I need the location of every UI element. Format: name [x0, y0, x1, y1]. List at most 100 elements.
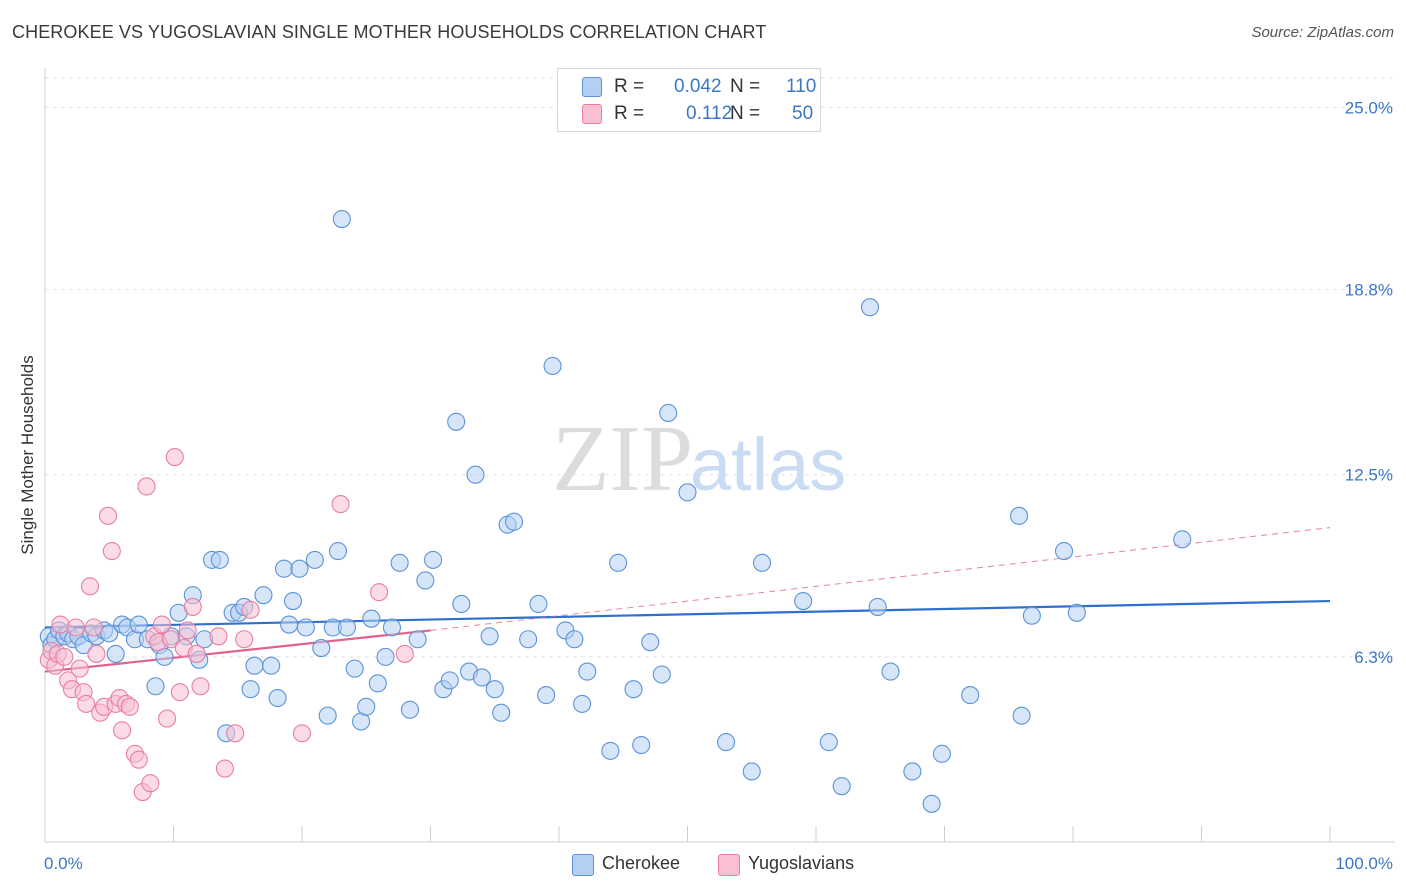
- chart-title: CHEROKEE VS YUGOSLAVIAN SINGLE MOTHER HO…: [12, 22, 767, 42]
- point-yugoslavians: [370, 583, 389, 602]
- watermark: ZIP atlas: [552, 407, 846, 511]
- point-cherokee: [447, 412, 466, 431]
- point-cherokee: [400, 700, 419, 719]
- point-cherokee: [452, 594, 471, 614]
- point-cherokee: [819, 733, 838, 752]
- x-tick-label: 0.0%: [44, 854, 83, 873]
- point-cherokee: [305, 550, 324, 569]
- axes: [44, 68, 1395, 843]
- point-yugoslavians: [170, 683, 189, 702]
- point-yugoslavians: [209, 627, 228, 646]
- point-cherokee: [416, 571, 435, 590]
- point-cherokee: [106, 644, 125, 663]
- point-cherokee: [609, 553, 628, 572]
- point-cherokee: [290, 559, 309, 578]
- point-cherokee: [678, 483, 697, 502]
- point-cherokee: [860, 298, 880, 317]
- point-yugoslavians: [226, 724, 245, 743]
- point-cherokee: [472, 668, 491, 687]
- legend-swatch-cherokee: [582, 77, 602, 97]
- point-cherokee: [332, 209, 351, 229]
- point-cherokee: [480, 627, 499, 646]
- point-cherokee: [280, 615, 299, 634]
- point-cherokee: [283, 591, 303, 611]
- legend-n-label: N =: [730, 103, 761, 124]
- point-cherokee: [573, 694, 592, 713]
- point-cherokee: [716, 733, 736, 752]
- legend-n-value: 50: [792, 103, 814, 124]
- trendlines: [44, 527, 1331, 673]
- point-cherokee: [652, 665, 671, 684]
- point-cherokee: [492, 703, 511, 722]
- point-cherokee: [519, 630, 538, 649]
- point-yugoslavians: [191, 677, 210, 696]
- y-tick-label: 12.5%: [1345, 466, 1393, 485]
- y-tick-label: 18.8%: [1345, 281, 1393, 300]
- point-yugoslavians: [102, 542, 121, 561]
- legend-n-label: N =: [730, 76, 761, 97]
- point-yugoslavians: [292, 724, 312, 743]
- point-cherokee: [241, 680, 260, 699]
- point-cherokee: [1022, 606, 1041, 625]
- y-tick-label: 6.3%: [1354, 648, 1393, 667]
- point-cherokee: [376, 647, 395, 666]
- point-cherokee: [529, 594, 548, 614]
- point-yugoslavians: [120, 697, 139, 716]
- point-cherokee: [543, 356, 562, 376]
- point-cherokee: [245, 656, 264, 675]
- point-cherokee: [742, 762, 761, 781]
- point-yugoslavians: [141, 774, 160, 793]
- point-yugoslavians: [395, 644, 414, 663]
- watermark-atlas: atlas: [690, 423, 846, 506]
- legend-stats: R = 0.042 N = 110 R = 0.112 N = 50: [557, 68, 821, 132]
- legend-r-value: 0.042: [674, 76, 722, 97]
- point-yugoslavians: [66, 618, 85, 637]
- point-cherokee: [961, 686, 980, 705]
- tick-labels: 6.3% 12.5% 18.8% 25.0% 0.0% 100.0%: [44, 98, 1393, 873]
- point-cherokee: [1067, 603, 1086, 622]
- point-cherokee: [296, 618, 315, 637]
- point-yugoslavians: [161, 630, 180, 649]
- gridlines: [45, 77, 1395, 658]
- point-yugoslavians: [158, 709, 177, 728]
- point-yugoslavians: [87, 644, 106, 663]
- point-yugoslavians: [165, 448, 184, 467]
- point-yugoslavians: [98, 506, 118, 525]
- point-cherokee: [624, 680, 643, 699]
- point-yugoslavians: [178, 621, 197, 640]
- x-tick-label: 100.0%: [1335, 854, 1393, 873]
- y-tick-label: 25.0%: [1345, 98, 1393, 117]
- point-cherokee: [903, 762, 922, 781]
- trendline-cherokee: [44, 599, 1331, 629]
- point-cherokee: [362, 609, 381, 628]
- point-yugoslavians: [187, 644, 206, 663]
- legend-r-value: 0.112: [686, 103, 733, 124]
- point-cherokee: [274, 559, 294, 578]
- point-cherokee: [641, 633, 660, 652]
- point-cherokee: [129, 615, 148, 634]
- watermark-zip: ZIP: [552, 407, 693, 511]
- point-cherokee: [357, 697, 376, 716]
- point-yugoslavians: [77, 694, 96, 713]
- point-cherokee: [1173, 530, 1192, 549]
- point-yugoslavians: [129, 750, 148, 769]
- point-cherokee: [632, 735, 651, 755]
- point-cherokee: [262, 656, 281, 675]
- point-yugoslavians: [183, 597, 202, 616]
- point-cherokee: [1012, 706, 1031, 725]
- point-cherokee: [922, 794, 941, 813]
- point-cherokee: [268, 688, 287, 708]
- data-points: [39, 209, 1192, 813]
- point-yugoslavians: [84, 618, 103, 637]
- legend-label-yugoslavians: Yugoslavians: [748, 853, 855, 873]
- point-cherokee: [601, 741, 620, 760]
- point-yugoslavians: [113, 721, 132, 740]
- legend-swatch-yugoslavians: [718, 854, 740, 876]
- legend-label-cherokee: Cherokee: [602, 853, 681, 873]
- legend-swatch-cherokee: [572, 854, 594, 876]
- point-yugoslavians: [152, 615, 171, 634]
- point-cherokee: [390, 553, 409, 572]
- point-cherokee: [312, 639, 331, 658]
- point-cherokee: [337, 618, 357, 637]
- point-yugoslavians: [55, 647, 74, 666]
